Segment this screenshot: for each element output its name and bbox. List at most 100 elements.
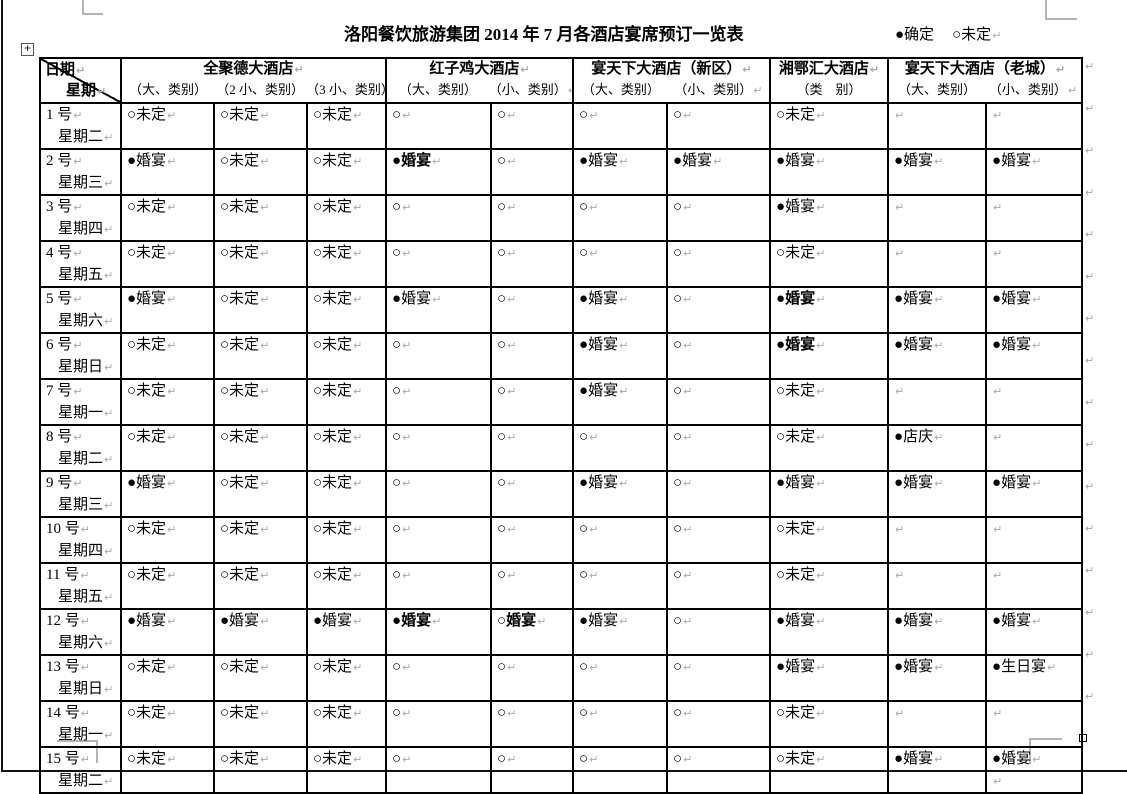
booking-cell[interactable]: ●婚宴↵ (666, 148, 772, 196)
date-cell[interactable]: 13 号↵ 星期日↵ (39, 654, 122, 702)
date-cell[interactable]: 9 号↵ 星期三↵ (39, 470, 122, 518)
booking-cell[interactable]: ○未定↵ (305, 700, 388, 748)
booking-cell[interactable]: ○未定↵ (305, 148, 388, 196)
booking-cell[interactable]: ○↵ (666, 194, 772, 242)
booking-cell[interactable]: ○婚宴↵ (490, 608, 575, 656)
date-cell[interactable]: 3 号↵ 星期四↵ (39, 194, 122, 242)
date-cell[interactable]: 1 号↵ 星期二↵ (39, 102, 122, 150)
header-hotel-hongziji[interactable]: 红子鸡大酒店↵ （大、类别） （小、类别）↵ (385, 57, 575, 104)
booking-cell[interactable]: ○↵ (666, 332, 772, 380)
booking-cell[interactable]: ●婚宴↵ (887, 332, 988, 380)
booking-cell[interactable]: ○未定↵ (769, 378, 890, 426)
booking-cell[interactable]: ○未定↵ (213, 332, 308, 380)
booking-cell[interactable]: ○未定↵ (213, 286, 308, 334)
booking-cell[interactable]: ○未定↵ (213, 194, 308, 242)
booking-cell[interactable]: ○↵ (490, 102, 575, 150)
booking-cell[interactable]: ○未定↵ (120, 194, 215, 242)
booking-cell[interactable]: ○↵ (572, 424, 669, 472)
booking-cell[interactable]: ●婚宴↵ (572, 286, 669, 334)
date-cell[interactable]: 4 号↵ 星期五↵ (39, 240, 122, 288)
booking-cell[interactable]: ○未定↵ (769, 240, 890, 288)
table-move-handle[interactable]: + (21, 43, 34, 56)
booking-cell[interactable]: ●婚宴↵ (572, 608, 669, 656)
booking-cell[interactable]: ●婚宴↵ (120, 286, 215, 334)
booking-cell[interactable]: ○↵ (490, 378, 575, 426)
booking-cell[interactable]: ↵ (985, 516, 1084, 564)
booking-cell[interactable]: ○未定↵ (769, 424, 890, 472)
booking-cell[interactable]: ●婚宴↵ (120, 148, 215, 196)
booking-cell[interactable]: ○↵ (385, 102, 493, 150)
booking-cell[interactable]: ○未定↵ (305, 286, 388, 334)
booking-cell[interactable]: ○未定↵ (305, 194, 388, 242)
booking-cell[interactable]: ○↵ (385, 562, 493, 610)
booking-cell[interactable]: ○↵ (666, 378, 772, 426)
booking-cell[interactable]: ○↵ (385, 194, 493, 242)
booking-cell[interactable]: ○未定↵ (213, 102, 308, 150)
booking-cell[interactable]: ○↵ (385, 700, 493, 748)
booking-cell[interactable]: ○↵ (666, 424, 772, 472)
booking-cell[interactable]: ●婚宴↵ (887, 654, 988, 702)
booking-cell[interactable]: ●婚宴↵ (985, 332, 1084, 380)
booking-cell[interactable]: ↵ (887, 700, 988, 748)
booking-cell[interactable]: ↵ (887, 562, 988, 610)
date-cell[interactable]: 11 号↵ 星期五↵ (39, 562, 122, 610)
booking-cell[interactable]: ○未定↵ (213, 562, 308, 610)
booking-cell[interactable]: ○↵ (490, 148, 575, 196)
booking-cell[interactable]: ○↵ (385, 424, 493, 472)
booking-cell[interactable]: ○↵ (385, 470, 493, 518)
booking-cell[interactable]: ●婚宴↵ (985, 286, 1084, 334)
booking-cell[interactable]: ○↵ (666, 470, 772, 518)
booking-cell[interactable]: ↵ (887, 194, 988, 242)
booking-cell[interactable]: ●婚宴↵ (385, 286, 493, 334)
booking-cell[interactable]: ○↵ (490, 562, 575, 610)
booking-cell[interactable]: ○未定↵ (120, 424, 215, 472)
booking-cell[interactable]: ↵ (985, 562, 1084, 610)
booking-cell[interactable]: ●婚宴↵ (572, 332, 669, 380)
booking-cell[interactable]: ○未定↵ (305, 378, 388, 426)
booking-cell[interactable]: ○未定↵ (769, 700, 890, 748)
header-date-weekday[interactable]: 日期↵ 星期↵ (39, 57, 122, 104)
booking-cell[interactable]: ○↵ (666, 746, 772, 794)
booking-cell[interactable]: ○未定↵ (305, 654, 388, 702)
booking-cell[interactable]: ○↵ (490, 240, 575, 288)
booking-cell[interactable]: ○未定↵ (120, 654, 215, 702)
booking-cell[interactable]: ○未定↵ (305, 240, 388, 288)
header-hotel-xiangehui[interactable]: 湘鄂汇大酒店↵ （类 别） (769, 57, 890, 104)
booking-cell[interactable]: ●婚宴↵ (385, 608, 493, 656)
booking-cell[interactable]: ○未定↵ (305, 424, 388, 472)
booking-cell[interactable]: ●婚宴↵ (985, 470, 1084, 518)
booking-cell[interactable]: ○↵ (666, 654, 772, 702)
booking-cell[interactable]: ●婚宴↵ (769, 608, 890, 656)
date-cell[interactable]: 10 号↵ 星期四↵ (39, 516, 122, 564)
booking-cell[interactable]: ○未定↵ (769, 516, 890, 564)
booking-cell[interactable]: ○未定↵ (213, 654, 308, 702)
booking-cell[interactable]: ○↵ (490, 286, 575, 334)
booking-cell[interactable]: ○未定↵ (305, 332, 388, 380)
booking-cell[interactable]: ○未定↵ (213, 378, 308, 426)
booking-cell[interactable]: ○未定↵ (120, 240, 215, 288)
booking-cell[interactable]: ●婚宴↵ (120, 608, 215, 656)
booking-cell[interactable]: ○未定↵ (120, 378, 215, 426)
booking-cell[interactable]: ○↵ (666, 608, 772, 656)
booking-cell[interactable]: ○未定↵ (769, 746, 890, 794)
booking-cell[interactable]: ●婚宴↵ (572, 470, 669, 518)
booking-cell[interactable]: ○↵ (572, 700, 669, 748)
booking-cell[interactable]: ●婚宴↵ (213, 608, 308, 656)
booking-cell[interactable]: ○↵ (490, 424, 575, 472)
booking-cell[interactable]: ●婚宴↵ (769, 654, 890, 702)
booking-cell[interactable]: ○↵ (572, 654, 669, 702)
booking-cell[interactable]: ○↵ (490, 516, 575, 564)
booking-cell[interactable]: ●生日宴↵ (985, 654, 1084, 702)
booking-cell[interactable]: ↵ (985, 240, 1084, 288)
booking-cell[interactable]: ○↵ (385, 516, 493, 564)
date-cell[interactable]: 2 号↵ 星期三↵ (39, 148, 122, 196)
booking-cell[interactable]: ●店庆↵ (887, 424, 988, 472)
booking-cell[interactable]: ○↵ (572, 194, 669, 242)
booking-cell[interactable]: ○未定↵ (213, 240, 308, 288)
booking-cell[interactable]: ↵ (985, 102, 1084, 150)
booking-cell[interactable]: ○未定↵ (213, 424, 308, 472)
booking-cell[interactable]: ○未定↵ (213, 148, 308, 196)
booking-cell[interactable]: ●婚宴↵ (385, 148, 493, 196)
header-hotel-yantianxia-xinqu[interactable]: 宴天下大酒店（新区）↵ （大、类别） （小、类别）↵ (572, 57, 772, 104)
booking-cell[interactable]: ○↵ (490, 470, 575, 518)
